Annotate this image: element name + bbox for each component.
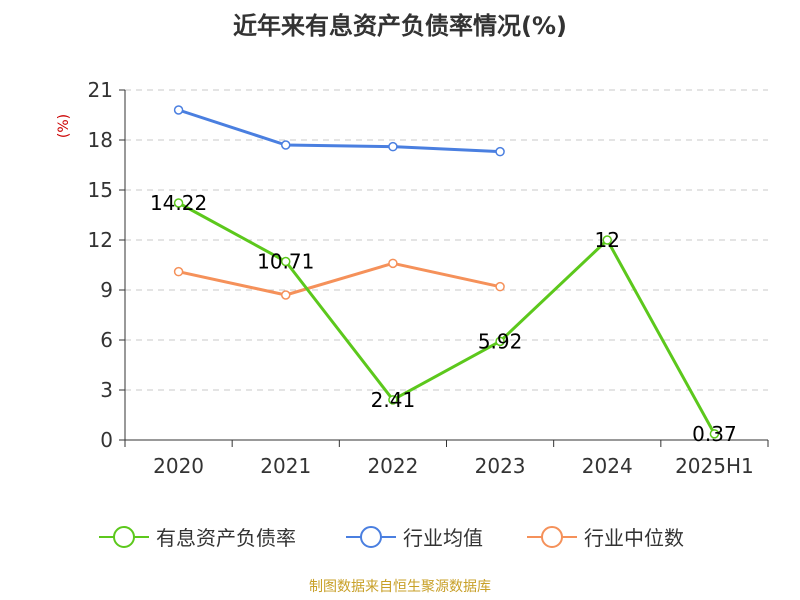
series-line — [178, 261, 501, 297]
data-label: 5.92 — [478, 329, 523, 353]
y-tick-label: 9 — [100, 278, 113, 302]
data-labels: 14.22 10.71 2.41 5.92 12 0.37 — [150, 191, 737, 446]
x-tick-label: 2024 — [582, 454, 633, 478]
y-tick-label: 12 — [88, 228, 113, 252]
data-point — [281, 140, 291, 150]
legend-marker — [113, 526, 135, 548]
y-tick-label: 3 — [100, 378, 113, 402]
legend-marker — [360, 526, 382, 548]
y-tick-label: 6 — [100, 328, 113, 352]
legend-item[interactable]: 有息资产负债率 — [99, 526, 296, 550]
data-point — [388, 258, 398, 269]
x-tick-label: 2020 — [153, 454, 204, 478]
data-label: 14.22 — [150, 191, 207, 215]
y-tick-label: 15 — [88, 178, 113, 202]
data-point — [709, 429, 720, 439]
chart-title: 近年来有息资产负债率情况(%) — [233, 12, 567, 40]
data-label: 12 — [595, 228, 620, 252]
data-point — [281, 256, 291, 267]
y-axis-label: (%) — [56, 114, 72, 138]
x-tick-label: 2021 — [260, 454, 311, 478]
legend-label: 有息资产负债率 — [156, 526, 296, 550]
data-point — [602, 235, 612, 245]
legend-label: 行业均值 — [403, 526, 483, 550]
data-point — [495, 281, 505, 292]
y-tick-label: 18 — [88, 128, 113, 152]
data-point — [388, 141, 398, 152]
legend-item[interactable]: 行业均值 — [346, 526, 483, 550]
data-point — [173, 198, 184, 208]
data-point — [173, 105, 184, 115]
y-tick-label: 21 — [88, 78, 113, 102]
data-point — [495, 146, 505, 157]
data-point — [388, 395, 398, 405]
legend-marker — [541, 526, 563, 548]
y-tick-label: 0 — [100, 428, 113, 452]
data-label: 10.71 — [257, 250, 314, 274]
axes: 0 3 6 9 12 15 18 21 2020 2021 2022 2023 2024 2025H1 — [88, 78, 769, 478]
series-lines — [173, 105, 720, 439]
legend-item[interactable]: 行业中位数 — [527, 526, 684, 550]
grid-lines — [125, 89, 768, 391]
x-tick-label: 2025H1 — [675, 454, 754, 478]
series-line — [178, 108, 501, 154]
legend-label: 行业中位数 — [584, 526, 684, 550]
legend[interactable]: 有息资产负债率 行业均值 行业中位数 — [99, 526, 684, 550]
data-label: 2.41 — [371, 388, 416, 412]
series-line — [177, 201, 716, 435]
data-label: 0.37 — [692, 422, 737, 446]
data-point — [173, 266, 184, 277]
x-tick-label: 2022 — [367, 454, 418, 478]
data-point — [495, 336, 505, 347]
x-tick-label: 2023 — [475, 454, 526, 478]
source-note: 制图数据来自恒生聚源数据库 — [309, 579, 491, 595]
data-point — [281, 290, 291, 300]
